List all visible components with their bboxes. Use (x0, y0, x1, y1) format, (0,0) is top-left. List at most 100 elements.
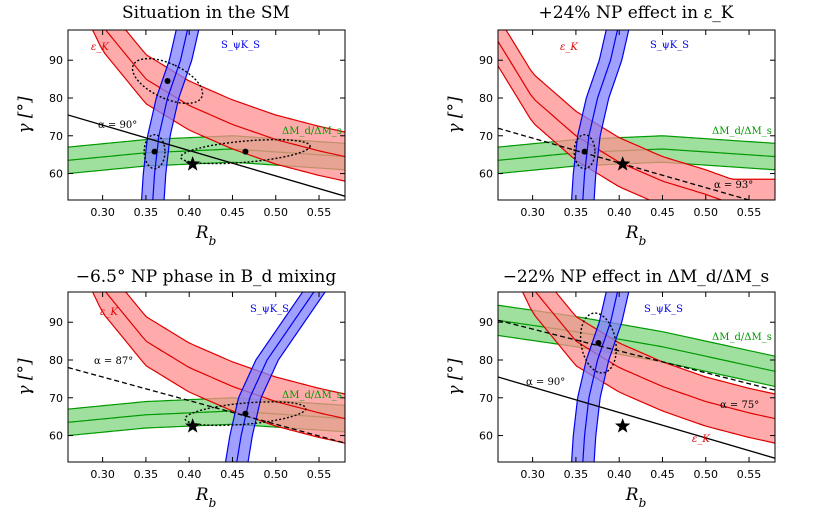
x-tick-label-3: 0.45 (220, 206, 245, 219)
epsK-lower-edge (498, 65, 651, 200)
SpsiK-right-edge (163, 30, 200, 200)
fit-point-2 (242, 148, 249, 155)
panel-4-SpsiK-label: S_ψK_S (644, 304, 683, 315)
x-tick-label-5: 0.55 (307, 206, 332, 219)
y-tick-label-2: 80 (479, 354, 493, 367)
panel-4-title: −22% NP effect in ΔM_d/ΔM_s (503, 267, 770, 287)
epsK-lower-edge (521, 292, 775, 444)
epsK-upper-edge (125, 30, 345, 133)
epsK-band (92, 292, 345, 444)
y-tick-label-3: 90 (49, 316, 63, 329)
x-tick-label-1: 0.35 (564, 468, 589, 481)
x-tick-label-1: 0.35 (134, 468, 159, 481)
epsK-center (104, 292, 345, 420)
panel-3-title: −6.5° NP phase in B_d mixing (76, 267, 337, 287)
panel-3-frame (67, 291, 346, 463)
panel-4-epsK-label: ε_K (692, 434, 710, 445)
y-tick-label-1: 70 (479, 392, 493, 405)
x-tick-label-4: 0.50 (694, 468, 719, 481)
fit-point-0 (581, 148, 588, 155)
SpsiK-left-edge (570, 292, 607, 462)
x-tick-label-5: 0.55 (737, 468, 762, 481)
y-tick-label-0: 60 (49, 168, 63, 181)
epsK-upper-edge (555, 292, 775, 395)
SpsiK-left-edge (140, 30, 177, 200)
y-tick-label-3: 90 (479, 54, 493, 67)
sm-star (615, 418, 631, 433)
SpsiK-band (225, 292, 326, 462)
panel-3-xlabel: Rb (195, 485, 217, 510)
y-tick-label-0: 60 (479, 430, 493, 443)
panel-1-frame (67, 29, 346, 201)
SpsiK-left-edge (570, 30, 607, 200)
y-tick-label-2: 80 (479, 92, 493, 105)
x-tick-label-3: 0.45 (650, 206, 675, 219)
y-tick-label-3: 90 (479, 316, 493, 329)
fit-point-0 (164, 78, 171, 84)
panel-3: −6.5° NP phase in B_d mixing 0.30 0.35 0.4… (15, 267, 346, 510)
panel-2-epsK-label: ε_K (560, 42, 578, 53)
epsK-upper-edge (125, 292, 345, 395)
y-tick-label-1: 70 (49, 130, 63, 143)
epsK-upper-edge (505, 30, 775, 180)
x-tick-label-0: 0.30 (520, 206, 545, 219)
panel-2-alpha-label: α = 93° (714, 180, 753, 191)
panel-2-title: +24% NP effect in ε_K (539, 3, 734, 23)
x-tick-label-4: 0.50 (264, 468, 289, 481)
x-tick-label-4: 0.50 (694, 206, 719, 219)
x-tick-label-5: 0.55 (737, 206, 762, 219)
SpsiK-center (236, 292, 315, 462)
x-tick-label-2: 0.40 (177, 468, 202, 481)
sm-star (185, 156, 201, 171)
panel-2: +24% NP effect in ε_K 0.30 0.35 0.40 0.45 0.… (445, 3, 776, 248)
panel-2-xlabel: Rb (625, 223, 647, 248)
sm-star (185, 418, 201, 433)
epsK-band (522, 292, 775, 444)
SpsiK-center (582, 30, 619, 200)
y-tick-label-2: 80 (49, 92, 63, 105)
epsK-center (104, 30, 345, 158)
panel-1-epsK-label: ε_K (91, 42, 109, 53)
y-tick-label-0: 60 (49, 430, 63, 443)
fit-ellipse-0 (573, 133, 596, 170)
panel-3-alpha-label: α = 87° (94, 356, 133, 367)
fit-ellipse-0 (579, 312, 617, 374)
y-tick-label-2: 80 (49, 354, 63, 367)
panel-4: −22% NP effect in ΔM_d/ΔM_s 0.30 0.35 0.40… (445, 267, 776, 510)
panel-4-ylabel: γ [°] (445, 358, 465, 396)
panel-1-xlabel: Rb (195, 223, 217, 248)
x-tick-label-1: 0.35 (564, 206, 589, 219)
epsK-center (498, 41, 724, 200)
panel-3-ylabel: γ [°] (15, 358, 35, 396)
fit-ellipse-0 (184, 401, 307, 427)
dm-upper-edge (498, 135, 775, 148)
panel-1-title: Situation in the SM (122, 3, 290, 23)
alpha-line (498, 376, 775, 459)
fit-ellipse-0 (131, 57, 204, 105)
SpsiK-center (582, 292, 619, 462)
y-tick-label-3: 90 (49, 54, 63, 67)
fit-point-1 (151, 148, 158, 155)
x-tick-label-0: 0.30 (90, 206, 115, 219)
panel-2-frame (497, 29, 776, 201)
panel-4-alpha75-label: α = 75° (720, 400, 759, 411)
SpsiK-right-edge (593, 292, 630, 462)
y-tick-label-1: 70 (479, 130, 493, 143)
x-tick-label-2: 0.40 (607, 206, 632, 219)
SpsiK-left-edge (224, 292, 304, 462)
epsK-lower-edge (91, 30, 345, 182)
panel-1-dm-label: ΔM_d/ΔM_s (282, 126, 342, 137)
panel-3-dm-label: ΔM_d/ΔM_s (282, 390, 342, 401)
x-tick-label-1: 0.35 (134, 206, 159, 219)
panel-1-SpsiK-label: S_ψK_S (221, 40, 260, 51)
y-tick-label-0: 60 (479, 168, 493, 181)
x-tick-label-3: 0.45 (220, 468, 245, 481)
panel-1: Situation in the SM 0.30 0.35 0.40 0.45 0.50… (15, 3, 346, 248)
panel-2-SpsiK-label: S_ψK_S (650, 40, 689, 51)
panel-3-SpsiK-label: S_ψK_S (250, 304, 289, 315)
x-tick-label-2: 0.40 (177, 206, 202, 219)
panel-4-frame (497, 291, 776, 463)
x-tick-label-3: 0.45 (650, 468, 675, 481)
epsK-band (498, 30, 775, 200)
